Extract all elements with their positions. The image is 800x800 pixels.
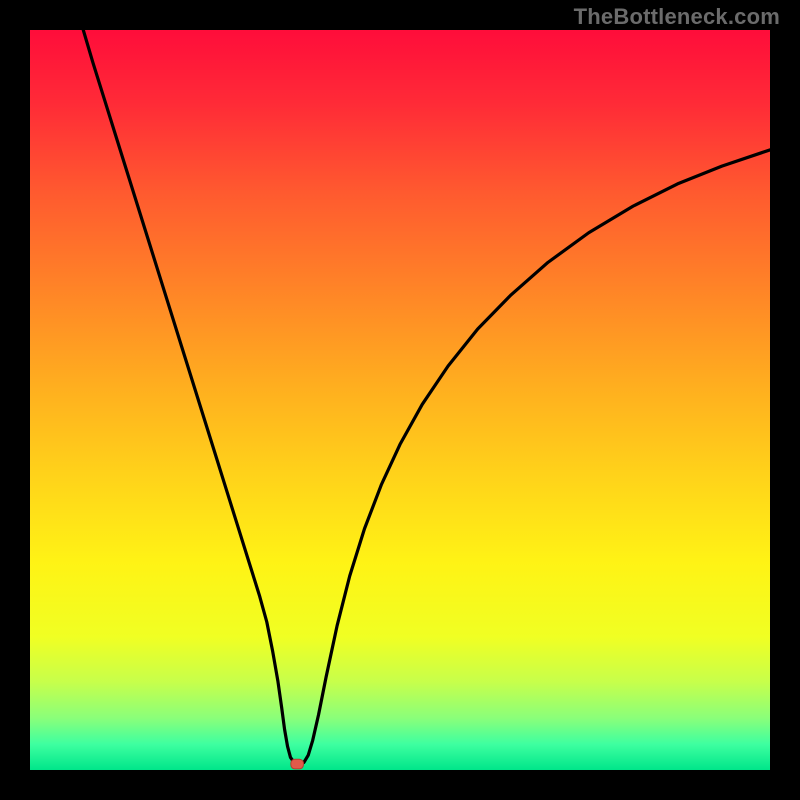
watermark-text: TheBottleneck.com	[574, 4, 780, 30]
plot-svg	[30, 30, 770, 770]
gradient-background	[30, 30, 770, 770]
plot-area	[30, 30, 770, 770]
figure-root: TheBottleneck.com	[0, 0, 800, 800]
valley-marker	[291, 759, 304, 769]
